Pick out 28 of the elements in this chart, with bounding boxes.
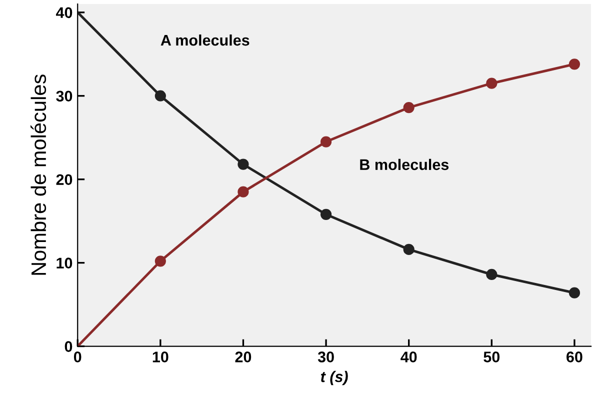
x-tick-label: 30 [318,352,334,362]
point [238,186,249,198]
y-tick-label: 10 [56,258,72,268]
y-tick-label: 0 [64,341,72,352]
x-tick-label: 10 [152,352,168,362]
x-tick-label: 60 [566,352,582,362]
point [154,256,166,267]
point [403,102,414,114]
point [403,244,414,256]
y-tick-label: 30 [56,90,72,102]
x-axis-title: t (s) [320,370,348,386]
point [568,58,580,70]
y-axis-title: Nombre de molécules [30,74,46,275]
text: A molecules [160,34,250,46]
series-label: B molecules [360,158,449,170]
y-tick-label: 20 [56,174,72,186]
point [486,268,498,280]
x-tick-label: 40 [400,352,417,362]
x-tick-label: 20 [235,352,252,362]
point [154,90,166,102]
point [568,287,580,298]
x-tick-label: 0 [74,352,82,362]
point [320,208,332,220]
point [238,158,249,170]
point [486,78,498,89]
point [320,136,332,148]
x-tick-label: 50 [484,352,500,362]
y-tick-label: 40 [56,7,72,18]
